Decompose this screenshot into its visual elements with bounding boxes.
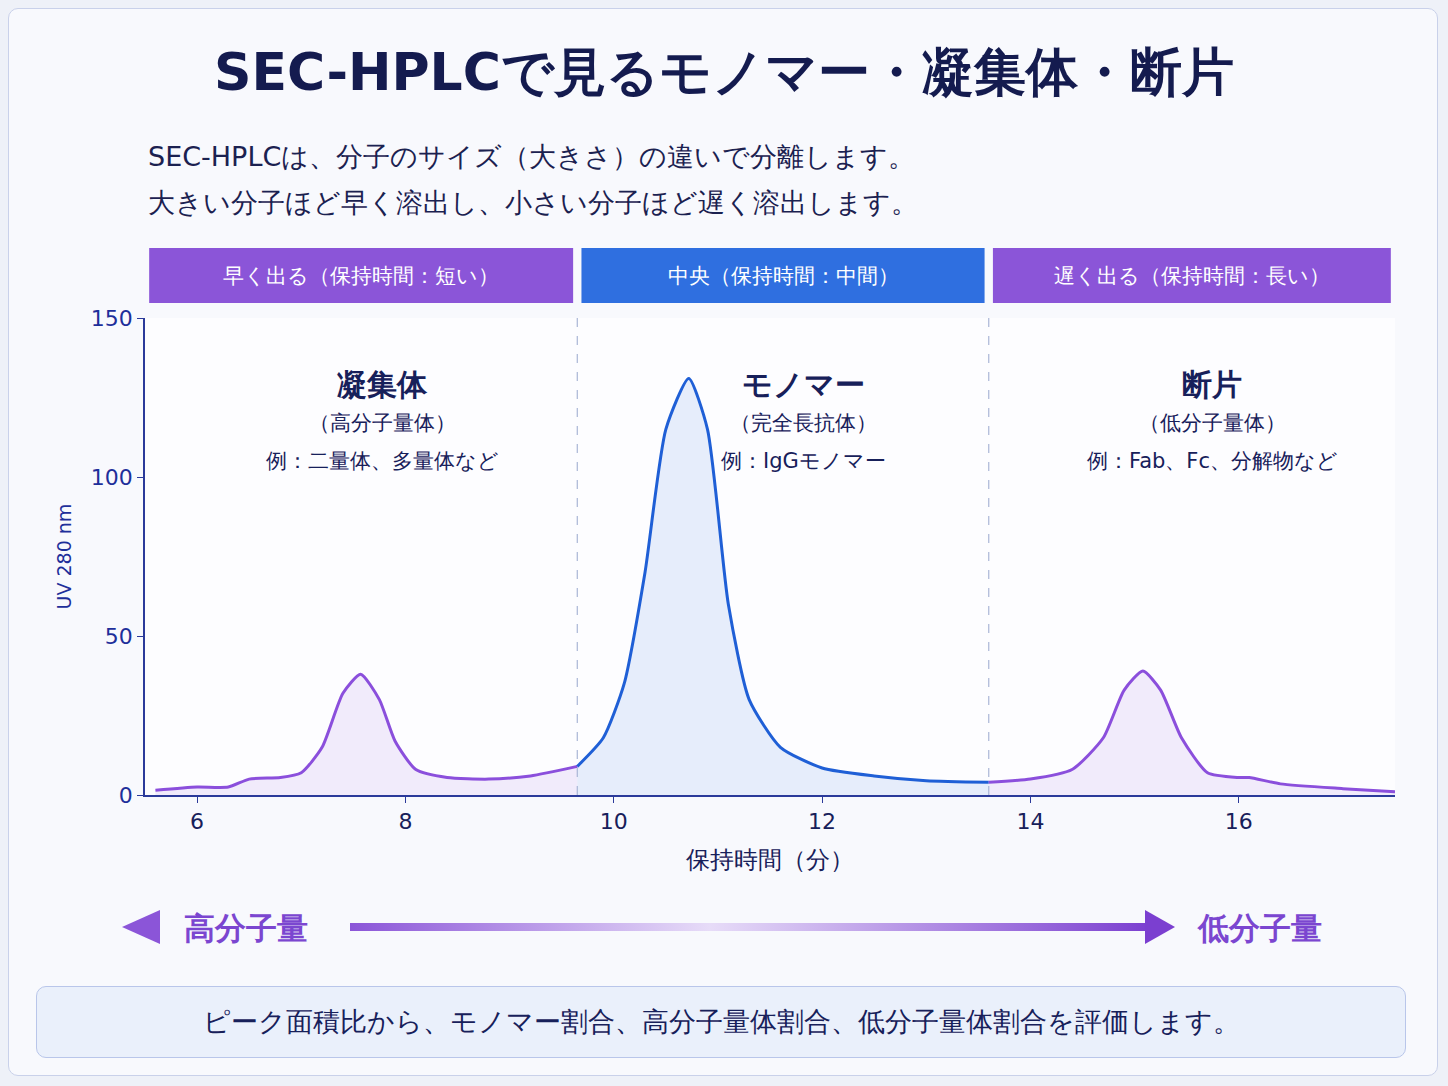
- svg-text:保持時間（分）: 保持時間（分）: [686, 846, 854, 874]
- svg-text:12: 12: [808, 809, 836, 834]
- svg-text:（完全長抗体）: （完全長抗体）: [730, 411, 877, 435]
- svg-text:16: 16: [1225, 809, 1253, 834]
- svg-text:例：二量体、多量体など: 例：二量体、多量体など: [266, 449, 499, 473]
- svg-text:モノマー: モノマー: [742, 367, 865, 402]
- svg-text:8: 8: [398, 809, 412, 834]
- html-text:SEC-HPLCで見るモノマー・凝集体・断片: SEC-HPLCで見るモノマー・凝集体・断片: [214, 42, 1234, 102]
- html-text:大きい分子ほど早く溶出し、小さい分子ほど遅く溶出します。: 大きい分子ほど早く溶出し、小さい分子ほど遅く溶出します。: [148, 187, 918, 218]
- svg-text:（低分子量体）: （低分子量体）: [1139, 411, 1286, 435]
- svg-text:6: 6: [190, 809, 204, 834]
- svg-text:中央（保持時間：中間）: 中央（保持時間：中間）: [668, 264, 899, 288]
- svg-text:例：IgGモノマー: 例：IgGモノマー: [721, 449, 886, 473]
- svg-text:100: 100: [91, 465, 133, 490]
- svg-text:14: 14: [1016, 809, 1044, 834]
- html-text:SEC-HPLCは、分子のサイズ（大きさ）の違いで分離します: SEC-HPLCは、分子のサイズ（大きさ）の違いで分離します。: [148, 141, 916, 172]
- html-text:ピーク面積比から、モノマー割合、高分子量体割合、低分子量体割: ピーク面積比から、モノマー割合、高分子量体割合、低分子量体割合を評価します。: [202, 1006, 1240, 1037]
- svg-text:0: 0: [119, 783, 133, 808]
- html-text:高分子量: 高分子量: [184, 910, 308, 946]
- svg-text:UV 280 nm: UV 280 nm: [53, 504, 75, 610]
- svg-text:凝集体: 凝集体: [337, 367, 428, 402]
- svg-text:50: 50: [105, 624, 133, 649]
- svg-text:遅く出る（保持時間：長い）: 遅く出る（保持時間：長い）: [1054, 264, 1330, 288]
- svg-text:早く出る（保持時間：短い）: 早く出る（保持時間：短い）: [223, 264, 499, 288]
- svg-text:例：Fab、Fc、分解物など: 例：Fab、Fc、分解物など: [1087, 449, 1338, 473]
- svg-text:10: 10: [600, 809, 628, 834]
- svg-text:150: 150: [91, 306, 133, 331]
- svg-text:（高分子量体）: （高分子量体）: [309, 411, 456, 435]
- svg-text:断片: 断片: [1182, 367, 1242, 402]
- html-text:低分子量: 低分子量: [1198, 910, 1322, 946]
